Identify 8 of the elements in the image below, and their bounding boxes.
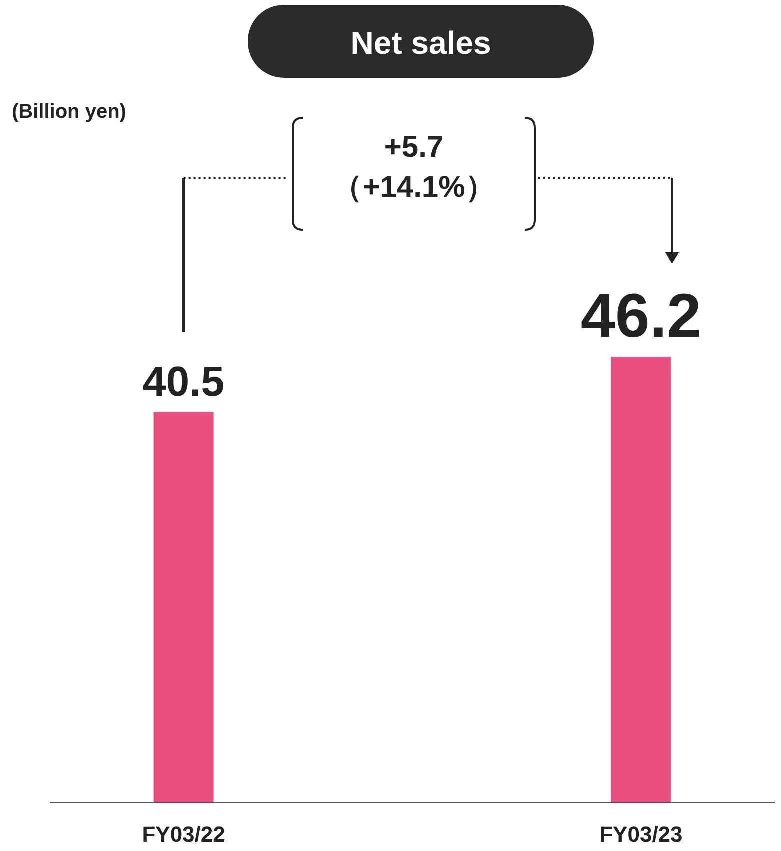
x-tick-label: FY03/23 <box>600 822 683 847</box>
text: (Billion yen) <box>12 101 126 123</box>
data-label: 40.5 <box>142 358 225 406</box>
text: （+14.1%） <box>332 171 496 204</box>
x-tick-label: FY03/22 <box>142 822 226 847</box>
data-label: 46.2 <box>580 282 702 351</box>
text: +5.7 <box>384 131 444 164</box>
chart-title: Net sales <box>350 25 492 61</box>
